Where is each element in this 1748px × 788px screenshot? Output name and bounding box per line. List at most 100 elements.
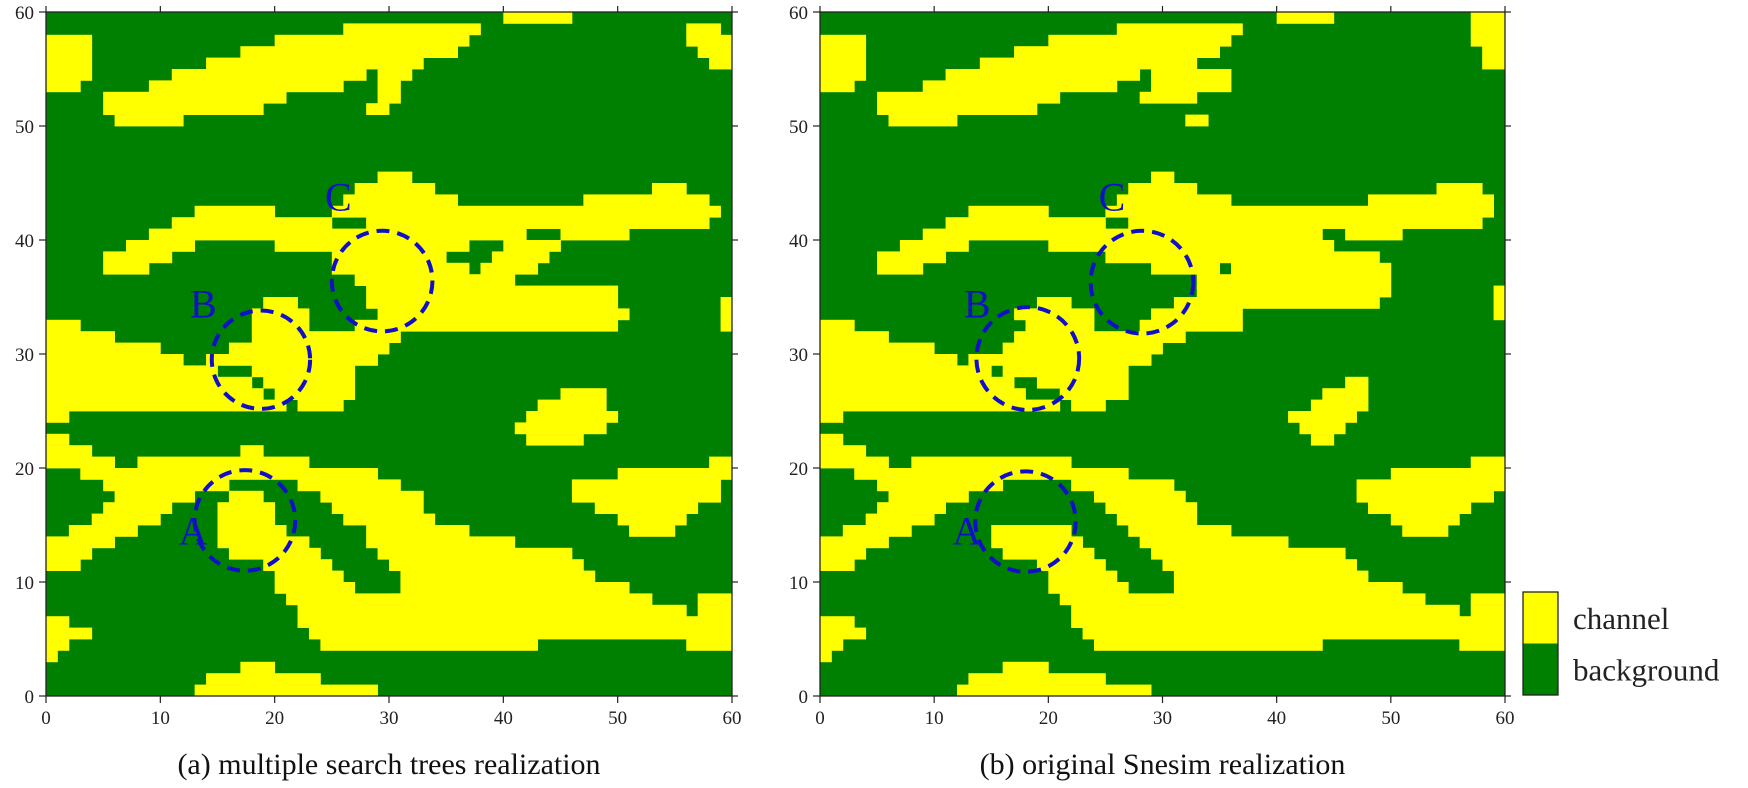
channel-cell-run	[240, 445, 264, 457]
channel-cell-run	[400, 570, 596, 583]
channel-cell-run	[68, 525, 138, 537]
channel-cell-run	[297, 604, 687, 617]
channel-cell-run	[171, 69, 367, 81]
channel-cell-run	[46, 445, 93, 457]
channel-cell-run	[526, 411, 619, 423]
channel-cell-run	[945, 217, 1106, 229]
channel-cell-run	[514, 422, 607, 435]
x-tick-label: 30	[1153, 708, 1172, 729]
x-tick-label: 60	[723, 708, 742, 729]
annotation-circle-a	[973, 469, 1078, 574]
channel-cell-run	[366, 217, 710, 229]
channel-cell-run	[240, 661, 276, 674]
y-tick-label: 0	[799, 687, 809, 708]
channel-cell-run	[389, 593, 653, 606]
panel-caption: (a) multiple search trees realization	[177, 748, 600, 781]
channel-cell-run	[1151, 80, 1232, 93]
channel-cell-run	[1470, 34, 1506, 47]
channel-cell-run	[503, 12, 573, 24]
channel-cell-run	[251, 331, 401, 343]
channel-cell-run	[945, 69, 1141, 81]
channel-cell-run	[366, 525, 470, 537]
channel-cell-run	[46, 627, 93, 640]
channel-cell-run	[594, 502, 699, 514]
channel-cell-run	[194, 684, 378, 697]
channel-cell-run	[1036, 559, 1106, 571]
channel-cell-run	[46, 388, 264, 400]
legend-swatch-channel	[1523, 592, 1558, 644]
channel-cell-run	[820, 365, 992, 378]
channel-cell-run	[1002, 365, 1129, 378]
x-tick-label: 0	[815, 708, 825, 729]
x-tick-label: 60	[1496, 708, 1515, 729]
channel-cell-run	[103, 91, 287, 104]
channel-cell-run	[1048, 582, 1129, 594]
channel-cell-run	[274, 582, 356, 594]
channel-cell-run	[251, 365, 356, 378]
channel-cell-run	[1036, 297, 1072, 309]
channel-cell-run	[899, 240, 969, 252]
channel-cell-run	[137, 456, 310, 469]
channel-cell-run	[194, 205, 276, 218]
channel-cell-run	[720, 297, 733, 309]
annotation-label-a: A	[952, 508, 981, 553]
channel-cell-run	[1128, 525, 1232, 537]
channel-cell-run	[1368, 502, 1472, 514]
channel-cell-run	[820, 57, 867, 70]
channel-cell-run	[957, 684, 1152, 697]
channel-cell-run	[979, 57, 1198, 70]
channel-cell-run	[1162, 559, 1357, 571]
channel-cell-run	[217, 536, 310, 549]
y-tick-label: 10	[789, 573, 808, 594]
channel-cell-run	[877, 502, 946, 514]
channel-cell-run	[331, 205, 721, 218]
channel-cell-run	[820, 536, 889, 549]
channel-cell-run	[1105, 205, 1494, 218]
y-tick-label: 30	[15, 345, 34, 366]
channel-cell-run	[1116, 23, 1243, 36]
channel-cell-run	[331, 502, 424, 514]
x-tick-label: 20	[265, 708, 284, 729]
channel-cell-run	[1036, 376, 1129, 389]
channel-cell-run	[46, 559, 81, 571]
channel-cell-run	[251, 319, 310, 332]
annotation-circle-b	[209, 308, 313, 411]
annotations: A B C	[952, 174, 1196, 574]
y-tick-label: 0	[25, 687, 35, 708]
channel-cell-run	[1185, 114, 1209, 127]
channel-cell-run	[377, 80, 401, 93]
channel-cell-run	[820, 650, 832, 663]
channel-cell-run	[91, 513, 161, 526]
y-tick-label: 10	[15, 573, 34, 594]
channel-cell-run	[720, 308, 733, 321]
channel-cell-run	[114, 114, 184, 127]
channel-cell-run	[1139, 319, 1243, 332]
channel-cell-run	[263, 376, 356, 389]
channel-cell-run	[991, 536, 1083, 549]
channel-cell-run	[46, 536, 115, 549]
channel-cell-run	[820, 456, 889, 469]
channel-cell-run	[320, 490, 424, 503]
channel-cell-run	[1139, 536, 1289, 549]
channel-cell-run	[888, 490, 969, 503]
channel-cell-run	[697, 604, 733, 617]
axis-ticks: 0 10 20 30 40 50 60 0 10 20 30 40 50 60	[15, 3, 742, 729]
channel-cell-run	[308, 627, 733, 640]
channel-cell-run	[354, 274, 516, 286]
channel-cells	[820, 12, 1506, 697]
channel-cell-run	[1162, 593, 1426, 606]
channel-cell-run	[366, 536, 516, 549]
channel-cell-run	[1470, 604, 1506, 617]
channel-cell-run	[1048, 34, 1232, 47]
channel-cell-run	[820, 331, 889, 343]
channel-cell-run	[1151, 308, 1243, 321]
panel-b: 0 10 20 30 40 50 60 0 10 20 30 40 50 60 A B C (b) origina…	[789, 3, 1515, 781]
panel-caption: (b) original Snesim realization	[980, 748, 1346, 781]
channel-cell-run	[709, 57, 733, 70]
channel-cell-run	[877, 91, 1061, 104]
channel-cell-run	[228, 490, 264, 503]
annotations: A B C	[179, 174, 435, 573]
channel-cell-run	[820, 319, 855, 332]
channel-cell-run	[217, 502, 276, 514]
